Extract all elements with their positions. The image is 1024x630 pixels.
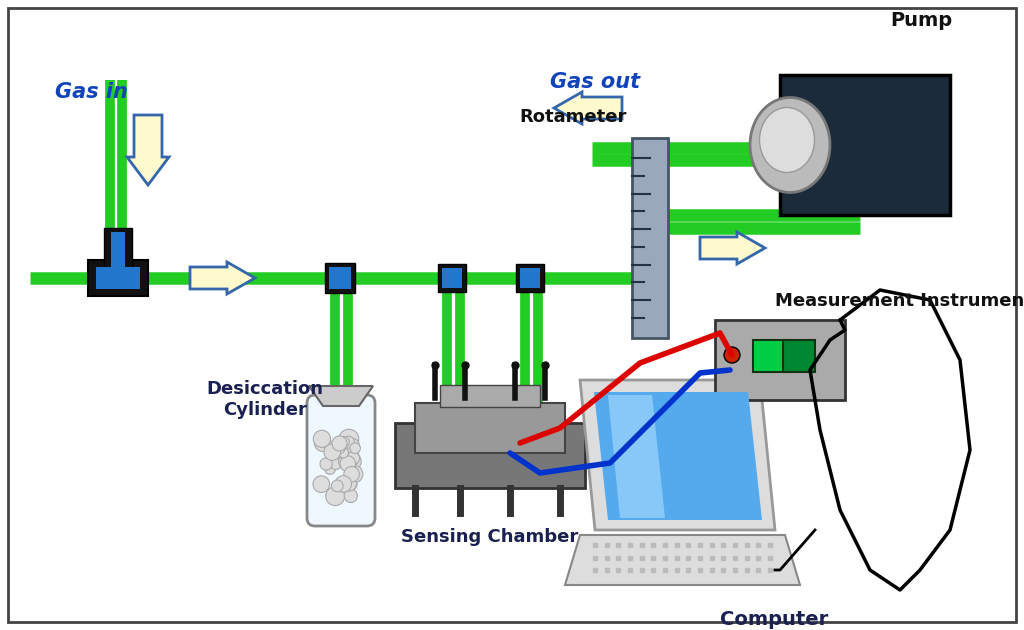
FancyBboxPatch shape (753, 340, 785, 372)
Circle shape (330, 447, 348, 467)
Circle shape (342, 436, 354, 448)
Circle shape (344, 466, 359, 482)
FancyArrow shape (554, 92, 622, 124)
Text: Gas out: Gas out (550, 72, 640, 92)
FancyBboxPatch shape (96, 267, 140, 289)
Circle shape (313, 476, 330, 493)
Text: Sensing Chamber: Sensing Chamber (401, 528, 579, 546)
Circle shape (332, 440, 345, 454)
Polygon shape (594, 392, 762, 520)
Circle shape (344, 490, 357, 503)
Circle shape (332, 480, 343, 492)
Text: Gas in: Gas in (55, 82, 128, 102)
FancyBboxPatch shape (111, 232, 125, 274)
Circle shape (343, 452, 361, 471)
FancyBboxPatch shape (632, 138, 668, 338)
FancyBboxPatch shape (415, 403, 565, 453)
Circle shape (335, 476, 351, 492)
FancyBboxPatch shape (395, 423, 585, 488)
FancyBboxPatch shape (715, 320, 845, 400)
Circle shape (325, 464, 336, 474)
Polygon shape (608, 395, 665, 518)
Circle shape (346, 478, 357, 490)
Circle shape (332, 436, 347, 451)
FancyBboxPatch shape (88, 260, 148, 296)
Circle shape (340, 444, 358, 462)
Circle shape (340, 479, 354, 494)
Text: Pump: Pump (890, 11, 952, 30)
FancyBboxPatch shape (516, 264, 544, 292)
Circle shape (350, 443, 360, 454)
Circle shape (339, 429, 358, 449)
Polygon shape (580, 380, 775, 530)
FancyBboxPatch shape (438, 264, 466, 292)
Circle shape (321, 458, 333, 470)
FancyBboxPatch shape (783, 340, 815, 372)
Circle shape (338, 447, 348, 458)
Text: Desiccation
Cylinder: Desiccation Cylinder (207, 380, 324, 419)
Polygon shape (565, 535, 800, 585)
Circle shape (330, 457, 342, 469)
Circle shape (339, 452, 357, 471)
Circle shape (724, 347, 740, 363)
Circle shape (338, 437, 349, 448)
FancyBboxPatch shape (8, 8, 1016, 622)
FancyBboxPatch shape (440, 385, 540, 407)
FancyBboxPatch shape (325, 263, 355, 293)
FancyBboxPatch shape (442, 268, 462, 288)
Ellipse shape (760, 108, 814, 173)
Circle shape (326, 486, 345, 505)
Circle shape (340, 455, 355, 471)
FancyBboxPatch shape (104, 228, 132, 278)
FancyArrow shape (700, 232, 765, 264)
Text: Rotameter: Rotameter (519, 108, 627, 126)
FancyArrow shape (127, 115, 169, 185)
FancyArrow shape (190, 262, 255, 294)
Ellipse shape (750, 98, 830, 193)
FancyBboxPatch shape (307, 395, 375, 526)
Text: Computer: Computer (720, 610, 828, 629)
Circle shape (345, 466, 362, 483)
Circle shape (314, 435, 331, 452)
FancyBboxPatch shape (329, 267, 351, 289)
FancyBboxPatch shape (780, 75, 950, 215)
Circle shape (324, 444, 341, 461)
Polygon shape (309, 386, 373, 406)
Text: Measurement Instrument: Measurement Instrument (775, 292, 1024, 310)
Circle shape (313, 430, 331, 447)
FancyBboxPatch shape (520, 268, 540, 288)
Circle shape (347, 452, 359, 465)
Circle shape (345, 438, 359, 453)
Circle shape (342, 476, 356, 491)
